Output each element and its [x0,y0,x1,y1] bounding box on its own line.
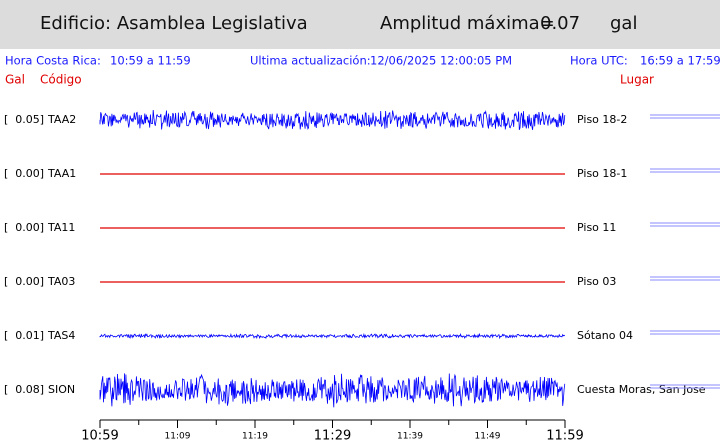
station-place: Cuesta Moras, San Jose [577,383,706,396]
building-title: Edificio: Asamblea Legislativa [40,13,308,34]
amplitude-label: Amplitud máxima= [380,13,555,34]
station-code: TAA2 [47,113,76,126]
time-label: 11:29 [314,429,351,443]
station-place: Piso 11 [577,221,616,234]
station-code: TAA1 [47,167,76,180]
time-label: 11:19 [242,432,268,442]
local-time-range: 10:59 a 11:59 [110,54,191,68]
gal-value: [ 0.08] [4,383,44,396]
local-time-label: Hora Costa Rica: [5,54,101,68]
time-label: 11:39 [397,432,423,442]
gal-value: [ 0.05] [4,113,44,126]
utc-range: 16:59 a 17:59 [640,54,720,68]
station-code: TA11 [47,221,75,234]
time-label: 11:49 [475,432,501,442]
station-place: Piso 03 [577,275,616,288]
station-code: TAS4 [47,329,75,342]
gal-header: Gal [5,73,25,87]
header-band [0,0,720,49]
station-place: Piso 18-1 [577,167,627,180]
place-header: Lugar [620,73,654,87]
gal-value: [ 0.01] [4,329,44,342]
station-place: Sótano 04 [577,329,633,342]
station-place: Piso 18-2 [577,113,627,126]
station-code: TA03 [47,275,75,288]
time-label: 11:59 [546,429,583,443]
waveform [99,373,566,408]
gal-value: [ 0.00] [4,221,44,234]
amplitude-value: 0.07 [540,13,580,34]
updated-value: 12/06/2025 12:00:05 PM [370,54,512,68]
waveform [99,332,566,340]
waveform [99,109,566,130]
utc-label: Hora UTC: [570,54,628,68]
gal-value: [ 0.00] [4,275,44,288]
station-code: SION [48,383,75,396]
time-label: 10:59 [81,429,118,443]
code-header: Código [40,73,82,87]
updated-label: Ultima actualización: [250,54,371,68]
amplitude-unit: gal [610,13,637,34]
time-label: 11:09 [165,432,191,442]
gal-value: [ 0.00] [4,167,44,180]
